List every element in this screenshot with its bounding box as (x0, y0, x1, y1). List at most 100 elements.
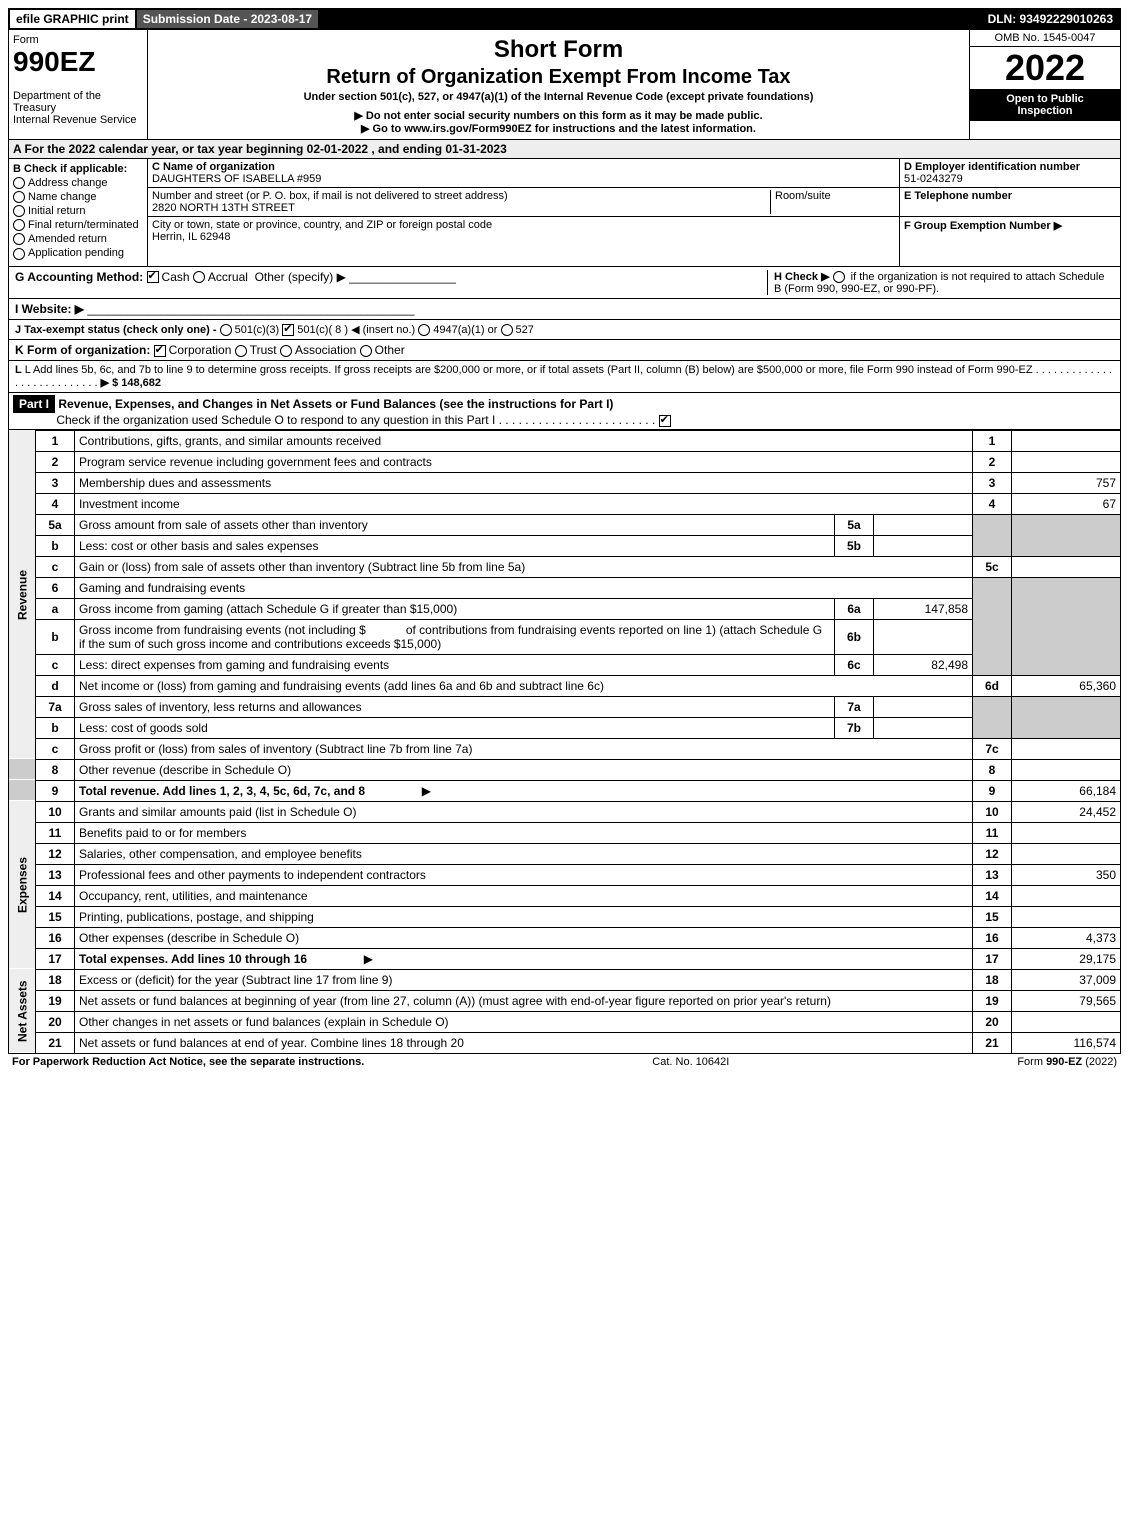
column-b-checkboxes: B Check if applicable: Address change Na… (9, 159, 148, 266)
table-row: 17Total expenses. Add lines 10 through 1… (9, 948, 1121, 969)
table-row: 15Printing, publications, postage, and s… (9, 906, 1121, 927)
net-assets-label: Net Assets (9, 969, 36, 1053)
check-name[interactable]: Name change (13, 191, 143, 203)
check-schedule-o[interactable] (659, 415, 671, 427)
warning-2: ▶ Go to www.irs.gov/Form990EZ for instru… (152, 122, 965, 135)
line-19-value: 79,565 (1012, 990, 1121, 1011)
form-number: 990EZ (13, 46, 96, 77)
col-b-title: B Check if applicable: (13, 163, 127, 175)
column-c-org: C Name of organization DAUGHTERS OF ISAB… (148, 159, 900, 266)
check-initial[interactable]: Initial return (13, 205, 143, 217)
expenses-label: Expenses (9, 801, 36, 969)
check-527[interactable] (501, 324, 513, 336)
omb-label: OMB No. 1545-0047 (970, 30, 1120, 47)
accounting-method: G Accounting Method: Cash Accrual Other … (15, 270, 767, 295)
form-of-org: K Form of organization: Corporation Trus… (8, 340, 1121, 361)
city-state-zip: Herrin, IL 62948 (152, 231, 230, 243)
table-row: 13Professional fees and other payments t… (9, 864, 1121, 885)
part-1-header: Part I Revenue, Expenses, and Changes in… (8, 393, 1121, 430)
row-g-h: G Accounting Method: Cash Accrual Other … (8, 267, 1121, 299)
form-header: Form 990EZ Department of the Treasury In… (8, 30, 1121, 140)
top-bar: efile GRAPHIC print Submission Date - 20… (8, 8, 1121, 30)
table-row: 4Investment income467 (9, 493, 1121, 514)
street-address: 2820 NORTH 13TH STREET (152, 202, 295, 214)
footer-left: For Paperwork Reduction Act Notice, see … (12, 1056, 364, 1068)
irs-label: Internal Revenue Service (13, 114, 137, 126)
table-row: 19Net assets or fund balances at beginni… (9, 990, 1121, 1011)
table-row: cGain or (loss) from sale of assets othe… (9, 556, 1121, 577)
table-row: 20Other changes in net assets or fund ba… (9, 1011, 1121, 1032)
street-row: Number and street (or P. O. box, if mail… (148, 188, 899, 217)
group-exemption-row: F Group Exemption Number ▶ (900, 217, 1120, 234)
table-row: 9Total revenue. Add lines 1, 2, 3, 4, 5c… (9, 780, 1121, 801)
main-title: Return of Organization Exempt From Incom… (152, 66, 965, 89)
part-1-title: Revenue, Expenses, and Changes in Net As… (58, 397, 613, 411)
check-assoc[interactable] (280, 345, 292, 357)
form-id-box: Form 990EZ Department of the Treasury In… (9, 30, 148, 139)
tax-year: 2022 (970, 47, 1120, 89)
form-label: Form (13, 34, 39, 46)
footer-catalog: Cat. No. 10642I (652, 1056, 729, 1068)
check-final[interactable]: Final return/terminated (13, 219, 143, 231)
year-box: OMB No. 1545-0047 2022 Open to Public In… (969, 30, 1120, 139)
dln-label: DLN: 93492229010263 (982, 10, 1119, 28)
city-row: City or town, state or province, country… (148, 217, 899, 245)
tax-exempt-status: J Tax-exempt status (check only one) - 5… (8, 320, 1121, 340)
table-row: Revenue 1Contributions, gifts, grants, a… (9, 430, 1121, 451)
check-cash[interactable] (147, 271, 159, 283)
line-4-value: 67 (1012, 493, 1121, 514)
table-row: 5aGross amount from sale of assets other… (9, 514, 1121, 535)
table-row: 8Other revenue (describe in Schedule O)8 (9, 759, 1121, 780)
org-name-row: C Name of organization DAUGHTERS OF ISAB… (148, 159, 899, 188)
inspection-label: Open to Public Inspection (970, 89, 1120, 121)
table-row: 2Program service revenue including gover… (9, 451, 1121, 472)
info-grid: B Check if applicable: Address change Na… (8, 159, 1121, 267)
org-name: DAUGHTERS OF ISABELLA #959 (152, 173, 321, 185)
line-6d-value: 65,360 (1012, 675, 1121, 696)
table-row: 3Membership dues and assessments3757 (9, 472, 1121, 493)
check-501c[interactable] (282, 324, 294, 336)
check-corp[interactable] (154, 345, 166, 357)
table-row: 11Benefits paid to or for members11 (9, 822, 1121, 843)
table-row: Expenses 10Grants and similar amounts pa… (9, 801, 1121, 822)
column-d-ids: D Employer identification number 51-0243… (900, 159, 1120, 266)
check-4947[interactable] (418, 324, 430, 336)
check-pending[interactable]: Application pending (13, 247, 143, 259)
revenue-label: Revenue (9, 430, 36, 759)
table-row: cGross profit or (loss) from sales of in… (9, 738, 1121, 759)
table-row: Net Assets 18Excess or (deficit) for the… (9, 969, 1121, 990)
table-row: 12Salaries, other compensation, and empl… (9, 843, 1121, 864)
table-row: bLess: cost of goods sold7b (9, 717, 1121, 738)
check-amended[interactable]: Amended return (13, 233, 143, 245)
part-1-table: Revenue 1Contributions, gifts, grants, a… (8, 430, 1121, 1054)
table-row: dNet income or (loss) from gaming and fu… (9, 675, 1121, 696)
page-footer: For Paperwork Reduction Act Notice, see … (8, 1054, 1121, 1070)
part-1-label: Part I (13, 395, 55, 413)
line-17-value: 29,175 (1012, 948, 1121, 969)
schedule-b-check: H Check ▶ if the organization is not req… (767, 270, 1114, 295)
efile-label[interactable]: efile GRAPHIC print (10, 10, 137, 28)
website-row: I Website: ▶ ___________________________… (8, 299, 1121, 320)
footer-form-ref: Form 990-EZ (2022) (1017, 1056, 1117, 1068)
table-row: 6Gaming and fundraising events (9, 577, 1121, 598)
ein-row: D Employer identification number 51-0243… (900, 159, 1120, 188)
table-row: 7aGross sales of inventory, less returns… (9, 696, 1121, 717)
check-other-org[interactable] (360, 345, 372, 357)
table-row: 21Net assets or fund balances at end of … (9, 1032, 1121, 1053)
check-schedule-b[interactable] (833, 271, 845, 283)
line-13-value: 350 (1012, 864, 1121, 885)
line-21-value: 116,574 (1012, 1032, 1121, 1053)
check-address[interactable]: Address change (13, 177, 143, 189)
line-16-value: 4,373 (1012, 927, 1121, 948)
warning-1: ▶ Do not enter social security numbers o… (152, 109, 965, 122)
phone-row: E Telephone number (900, 188, 1120, 217)
check-accrual[interactable] (193, 271, 205, 283)
table-row: aGross income from gaming (attach Schedu… (9, 598, 1121, 619)
room-suite: Room/suite (770, 190, 895, 214)
gross-receipts-row: L L Add lines 5b, 6c, and 7b to line 9 t… (8, 361, 1121, 393)
submission-date: Submission Date - 2023-08-17 (137, 10, 320, 28)
check-trust[interactable] (235, 345, 247, 357)
check-501c3[interactable] (220, 324, 232, 336)
dept-label: Department of the Treasury (13, 90, 101, 114)
table-row: bGross income from fundraising events (n… (9, 619, 1121, 654)
